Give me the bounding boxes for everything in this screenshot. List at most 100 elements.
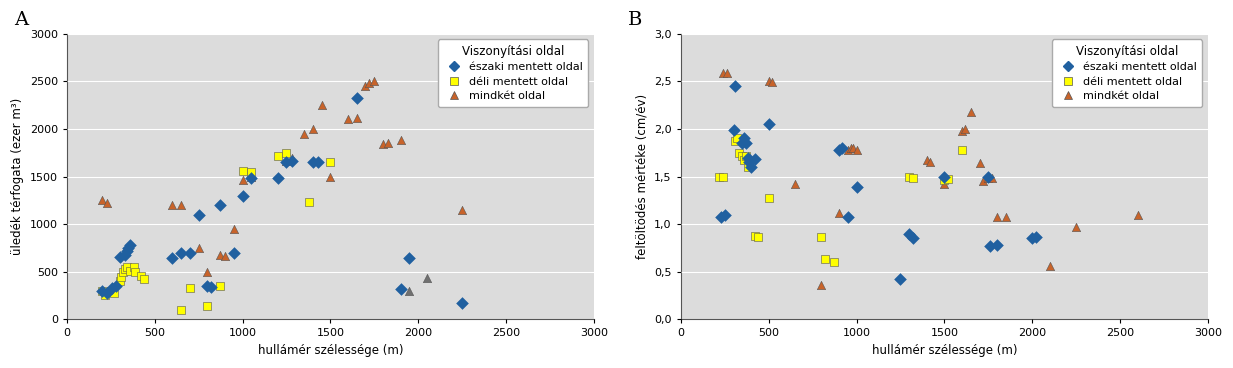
Point bbox=[1039, 263, 1059, 269]
Point bbox=[346, 114, 366, 120]
Point bbox=[711, 213, 731, 219]
Point bbox=[134, 276, 154, 282]
Point bbox=[715, 212, 735, 217]
Point bbox=[308, 159, 328, 165]
Point bbox=[748, 234, 768, 240]
Point bbox=[242, 176, 261, 181]
Point bbox=[312, 102, 332, 108]
Point bbox=[981, 176, 1001, 181]
Point bbox=[935, 181, 954, 187]
Point bbox=[379, 140, 398, 146]
Point bbox=[734, 135, 753, 141]
Y-axis label: üledék térfogata (ezer m³): üledék térfogata (ezer m³) bbox=[11, 98, 25, 255]
Point bbox=[841, 145, 861, 151]
Point bbox=[847, 184, 867, 190]
Point bbox=[843, 145, 863, 151]
Point bbox=[710, 174, 730, 180]
Point bbox=[729, 150, 748, 156]
Point bbox=[163, 202, 182, 208]
Text: A: A bbox=[14, 11, 28, 29]
Point bbox=[824, 259, 843, 265]
Point bbox=[210, 202, 229, 208]
Point bbox=[737, 164, 757, 170]
Point bbox=[1067, 224, 1086, 230]
Point bbox=[189, 212, 208, 217]
Point bbox=[117, 248, 137, 254]
Point bbox=[727, 135, 747, 141]
Point bbox=[399, 288, 419, 294]
Point bbox=[973, 178, 993, 184]
Point bbox=[745, 156, 764, 162]
Point bbox=[163, 255, 182, 261]
Text: B: B bbox=[628, 11, 642, 29]
Point bbox=[110, 255, 129, 261]
Point bbox=[120, 268, 139, 274]
Point bbox=[92, 197, 112, 203]
Point bbox=[180, 285, 200, 291]
Point bbox=[811, 282, 831, 288]
Point bbox=[215, 254, 234, 259]
Point bbox=[785, 181, 805, 187]
Point bbox=[282, 155, 302, 160]
Point bbox=[355, 83, 375, 89]
Point bbox=[117, 264, 137, 270]
Point bbox=[956, 126, 975, 132]
Point bbox=[110, 278, 129, 284]
Point bbox=[829, 147, 848, 153]
Point bbox=[832, 145, 852, 151]
Point bbox=[92, 288, 112, 294]
Point bbox=[295, 131, 314, 137]
Point bbox=[734, 158, 753, 163]
Point bbox=[303, 159, 323, 165]
Point bbox=[242, 169, 261, 175]
Point bbox=[952, 128, 972, 134]
Point bbox=[725, 83, 745, 89]
Point bbox=[1026, 234, 1046, 240]
Point bbox=[321, 159, 340, 165]
Point bbox=[811, 234, 831, 240]
Point bbox=[758, 195, 778, 201]
Point bbox=[321, 174, 340, 180]
Point bbox=[725, 138, 745, 144]
Point bbox=[171, 250, 191, 256]
Point bbox=[210, 252, 229, 258]
Point bbox=[988, 215, 1007, 220]
Point bbox=[453, 300, 472, 306]
Point bbox=[736, 153, 756, 159]
Point bbox=[838, 213, 858, 219]
Point bbox=[724, 127, 743, 133]
Point bbox=[762, 79, 782, 85]
Point bbox=[197, 283, 217, 289]
Point bbox=[980, 243, 1000, 249]
Point bbox=[899, 231, 919, 237]
Point bbox=[453, 207, 472, 213]
Point bbox=[115, 252, 134, 258]
Point bbox=[969, 160, 989, 166]
Point bbox=[233, 177, 253, 183]
Point bbox=[716, 70, 736, 76]
Legend: északi mentett oldal, déli mentett oldal, mindkét oldal: északi mentett oldal, déli mentett oldal… bbox=[438, 39, 588, 107]
Point bbox=[242, 174, 261, 180]
Point bbox=[97, 200, 117, 206]
Point bbox=[197, 269, 217, 275]
Point bbox=[758, 78, 778, 84]
Point bbox=[979, 174, 999, 180]
Point bbox=[131, 273, 150, 279]
Point bbox=[938, 176, 958, 182]
Point bbox=[979, 176, 999, 181]
Point bbox=[120, 242, 139, 248]
Point bbox=[917, 158, 937, 163]
Point bbox=[815, 256, 835, 262]
Point bbox=[829, 210, 848, 216]
Point bbox=[952, 147, 972, 153]
Point bbox=[399, 255, 419, 261]
Point bbox=[737, 155, 757, 160]
Point bbox=[741, 164, 761, 170]
Point bbox=[713, 174, 732, 180]
Point bbox=[359, 80, 379, 86]
Y-axis label: feltöltödés mértéke (cm/év): feltöltödés mértéke (cm/év) bbox=[636, 94, 649, 259]
Point bbox=[899, 174, 919, 180]
Point bbox=[282, 158, 302, 164]
Point bbox=[111, 275, 131, 280]
Point bbox=[745, 233, 764, 238]
